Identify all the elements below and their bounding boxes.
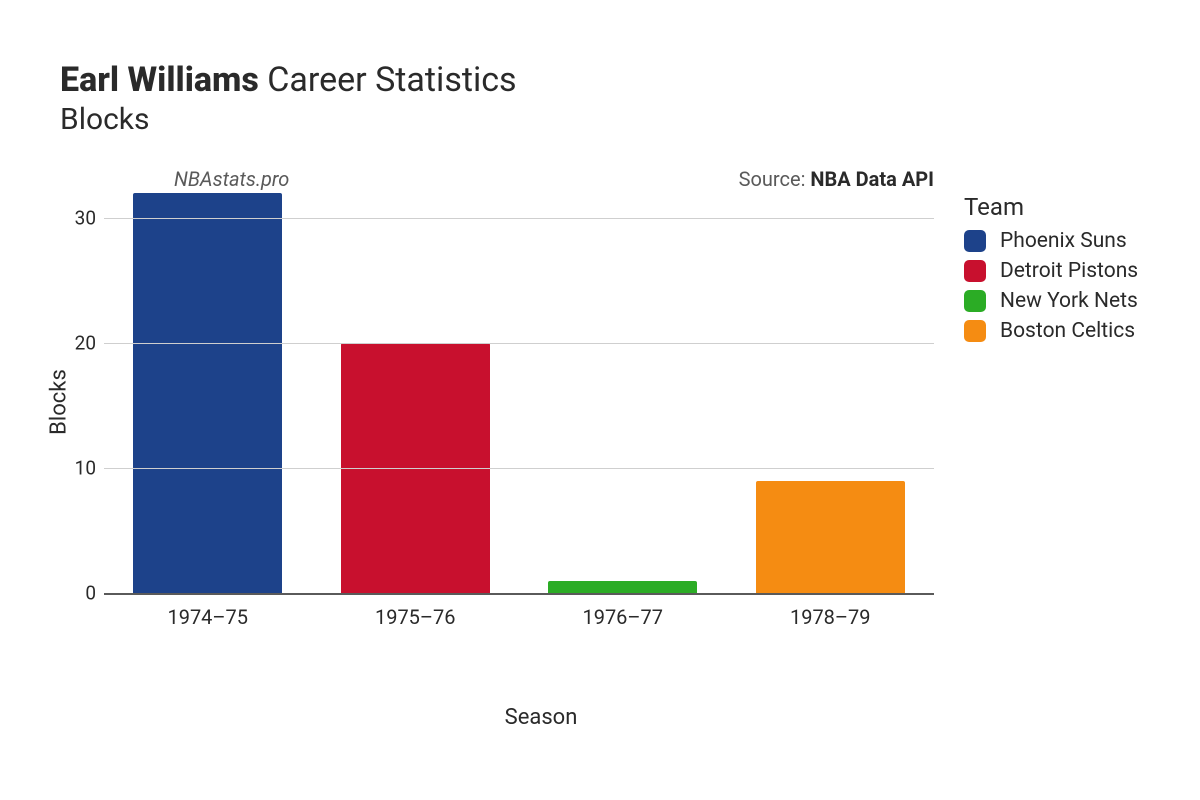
x-axis-label: Season — [104, 705, 978, 730]
legend-swatch — [964, 290, 986, 312]
source-name: NBA Data API — [810, 167, 934, 191]
legend-label: Phoenix Suns — [1000, 229, 1127, 253]
x-tick-label: 1978–79 — [790, 605, 871, 629]
y-tick-label: 20 — [56, 332, 96, 355]
page-subtitle: Blocks — [60, 102, 1160, 137]
watermark: NBAstats.pro — [174, 167, 289, 191]
legend-item: Boston Celtics — [964, 319, 1138, 343]
x-axis-baseline — [104, 593, 934, 595]
legend-item: Detroit Pistons — [964, 259, 1138, 283]
legend-swatch — [964, 320, 986, 342]
legend: Team Phoenix Suns Detroit Pistons New York… — [964, 193, 1138, 637]
title-player-name: Earl Williams — [60, 60, 259, 100]
legend-label: New York Nets — [1000, 289, 1138, 313]
x-tick-label: 1974–75 — [167, 605, 248, 629]
y-tick-label: 10 — [56, 457, 96, 480]
chart-area: NBAstats.pro Source: NBA Data API 010203… — [104, 167, 934, 637]
plot-region — [104, 193, 934, 593]
legend-label: Detroit Pistons — [1000, 259, 1138, 283]
gridline — [104, 343, 934, 344]
bar — [548, 581, 697, 594]
legend-title: Team — [964, 193, 1138, 221]
gridline — [104, 468, 934, 469]
legend-item: New York Nets — [964, 289, 1138, 313]
legend-item: Phoenix Suns — [964, 229, 1138, 253]
bar — [133, 193, 282, 593]
legend-swatch — [964, 260, 986, 282]
source-prefix: Source: — [739, 167, 811, 191]
bar — [756, 481, 905, 594]
y-tick-label: 0 — [56, 582, 96, 605]
x-tick-label: 1976–77 — [582, 605, 663, 629]
source-label: Source: NBA Data API — [739, 167, 934, 191]
title-rest: Career Statistics — [259, 60, 517, 100]
bars-layer — [104, 193, 934, 593]
gridline — [104, 218, 934, 219]
y-tick-label: 30 — [56, 207, 96, 230]
legend-label: Boston Celtics — [1000, 319, 1135, 343]
page-title: Earl Williams Career Statistics — [60, 60, 1160, 100]
legend-swatch — [964, 230, 986, 252]
x-tick-label: 1975–76 — [375, 605, 456, 629]
y-axis-label: Blocks — [46, 369, 71, 435]
